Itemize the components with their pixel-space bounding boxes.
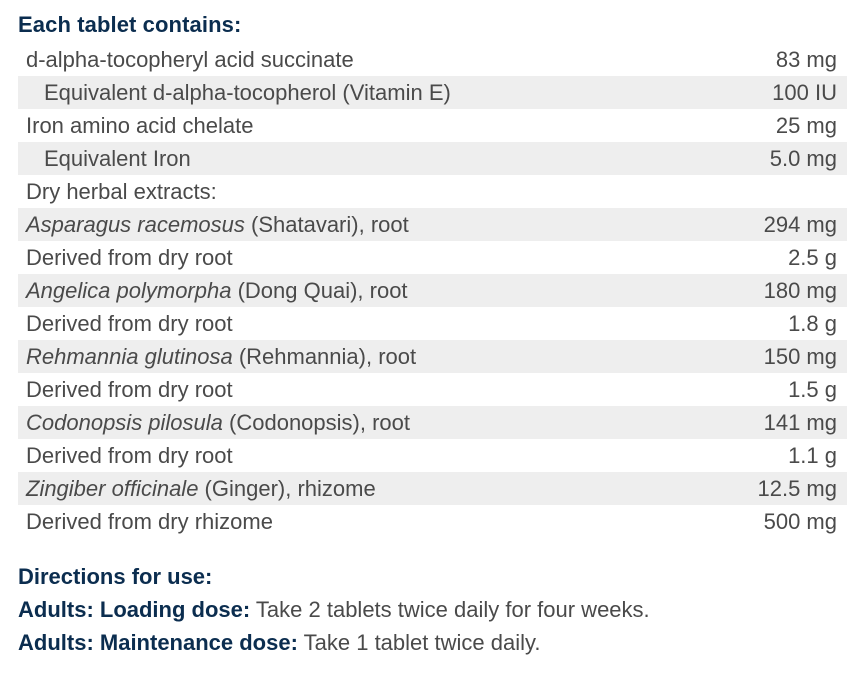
ingredient-row: Angelica polymorpha (Dong Quai), root 18… (18, 274, 847, 307)
common-name: Dry herbal extracts: (26, 178, 217, 204)
maintenance-dose-label: Adults: Maintenance dose: (18, 630, 298, 655)
common-name: (Ginger), rhizome (198, 475, 376, 501)
common-name: Derived from dry root (26, 244, 233, 270)
ingredient-row: Asparagus racemosus (Shatavari), root 29… (18, 208, 847, 241)
ingredient-name: Codonopsis pilosula (Codonopsis), root (18, 410, 410, 436)
ingredient-row: Derived from dry rhizome 500 mg (18, 505, 847, 538)
ingredient-amount: 141 mg (763, 409, 837, 435)
loading-dose-label: Adults: Loading dose: (18, 597, 251, 622)
common-name: Equivalent Iron (44, 145, 191, 171)
ingredient-name: d-alpha-tocopheryl acid succinate (18, 47, 354, 73)
ingredient-amount: 180 mg (763, 277, 837, 303)
latin-name: Rehmannia glutinosa (26, 343, 233, 369)
directions-heading: Directions for use: (18, 564, 213, 589)
common-name: Derived from dry root (26, 442, 233, 468)
ingredient-amount: 150 mg (763, 343, 837, 369)
ingredient-name: Derived from dry root (18, 311, 233, 337)
ingredient-row: Equivalent d-alpha-tocopherol (Vitamin E… (18, 76, 847, 109)
supplement-label: Each tablet contains: d-alpha-tocopheryl… (18, 10, 847, 659)
ingredient-name: Rehmannia glutinosa (Rehmannia), root (18, 344, 416, 370)
loading-dose-line: Adults: Loading dose: Take 2 tablets twi… (18, 593, 847, 626)
ingredient-name: Derived from dry rhizome (18, 509, 273, 535)
ingredient-amount: 1.1 g (788, 442, 837, 468)
common-name: Equivalent d-alpha-tocopherol (Vitamin E… (44, 79, 451, 105)
latin-name: Zingiber officinale (26, 475, 199, 501)
ingredient-row: Derived from dry root 1.5 g (18, 373, 847, 406)
ingredient-row: Derived from dry root 2.5 g (18, 241, 847, 274)
ingredient-amount: 5.0 mg (769, 145, 837, 171)
ingredient-name: Derived from dry root (18, 245, 233, 271)
ingredient-row: d-alpha-tocopheryl acid succinate 83 mg (18, 43, 847, 76)
maintenance-dose-line: Adults: Maintenance dose: Take 1 tablet … (18, 626, 847, 659)
ingredient-row: Codonopsis pilosula (Codonopsis), root 1… (18, 406, 847, 439)
maintenance-dose-text: Take 1 tablet twice daily. (297, 630, 541, 655)
ingredient-row: Dry herbal extracts: (18, 175, 847, 208)
directions-heading-line: Directions for use: (18, 560, 847, 593)
ingredient-amount: 2.5 g (788, 244, 837, 270)
ingredient-row: Iron amino acid chelate 25 mg (18, 109, 847, 142)
ingredients-heading: Each tablet contains: (18, 12, 242, 37)
common-name: Iron amino acid chelate (26, 112, 254, 138)
ingredient-name: Angelica polymorpha (Dong Quai), root (18, 278, 408, 304)
loading-dose-text: Take 2 tablets twice daily for four week… (250, 597, 650, 622)
common-name: (Codonopsis), root (222, 409, 410, 435)
ingredient-row: Rehmannia glutinosa (Rehmannia), root 15… (18, 340, 847, 373)
ingredient-name: Equivalent d-alpha-tocopherol (Vitamin E… (18, 80, 451, 106)
ingredient-amount: 1.8 g (788, 310, 837, 336)
ingredient-name: Dry herbal extracts: (18, 179, 217, 205)
ingredient-amount: 12.5 mg (757, 475, 838, 501)
ingredient-name: Derived from dry root (18, 443, 233, 469)
common-name: Derived from dry root (26, 310, 233, 336)
ingredient-name: Equivalent Iron (18, 146, 191, 172)
common-name: (Shatavari), root (244, 211, 409, 237)
common-name: d-alpha-tocopheryl acid succinate (26, 46, 354, 72)
ingredient-amount: 294 mg (763, 211, 837, 237)
ingredient-amount: 25 mg (775, 112, 837, 138)
common-name: (Dong Quai), root (231, 277, 408, 303)
latin-name: Asparagus racemosus (26, 211, 245, 237)
ingredient-name: Iron amino acid chelate (18, 113, 253, 139)
ingredients-table: d-alpha-tocopheryl acid succinate 83 mg … (18, 43, 847, 538)
ingredient-row: Equivalent Iron 5.0 mg (18, 142, 847, 175)
ingredient-amount: 500 mg (763, 508, 837, 534)
ingredient-row: Derived from dry root 1.1 g (18, 439, 847, 472)
ingredient-name: Asparagus racemosus (Shatavari), root (18, 212, 409, 238)
ingredient-amount: 83 mg (775, 46, 837, 72)
ingredient-row: Derived from dry root 1.8 g (18, 307, 847, 340)
ingredient-name: Zingiber officinale (Ginger), rhizome (18, 476, 376, 502)
common-name: Derived from dry rhizome (26, 508, 273, 534)
ingredient-amount: 100 IU (772, 79, 837, 105)
common-name: (Rehmannia), root (232, 343, 417, 369)
ingredient-amount: 1.5 g (788, 376, 837, 402)
ingredient-name: Derived from dry root (18, 377, 233, 403)
common-name: Derived from dry root (26, 376, 233, 402)
directions-section: Directions for use: Adults: Loading dose… (18, 560, 847, 659)
ingredient-row: Zingiber officinale (Ginger), rhizome 12… (18, 472, 847, 505)
latin-name: Angelica polymorpha (26, 277, 232, 303)
latin-name: Codonopsis pilosula (26, 409, 223, 435)
